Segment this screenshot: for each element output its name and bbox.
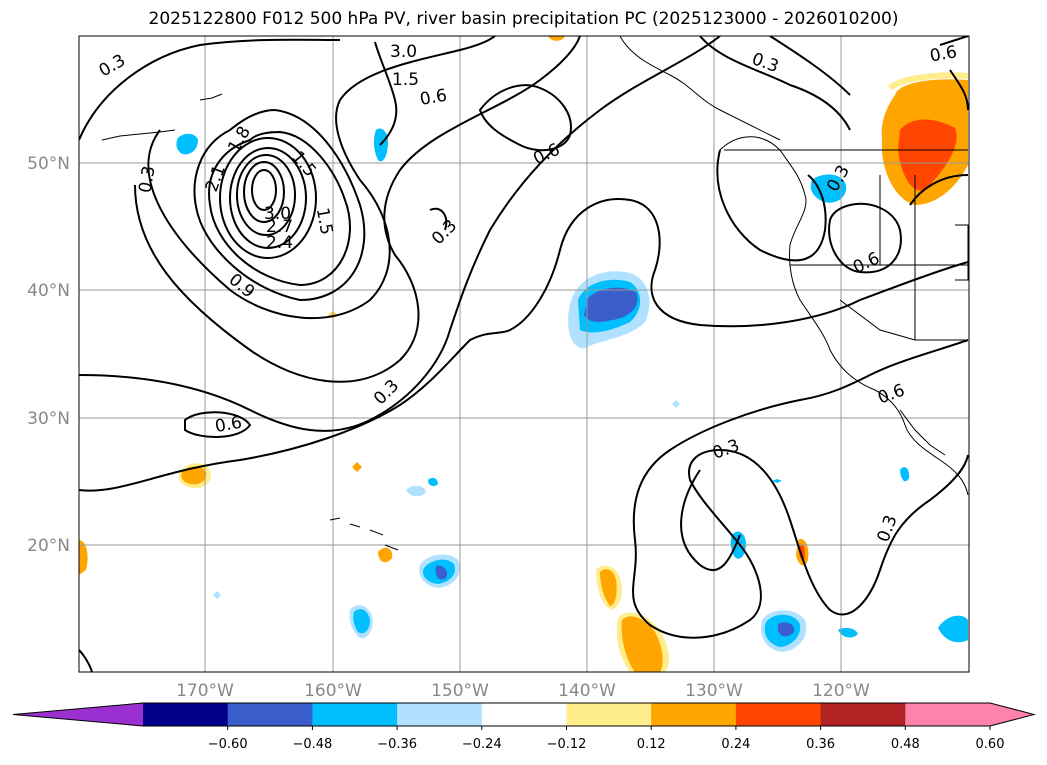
colorbar-tick-label: 0.60 [976, 737, 1005, 752]
contour-label: 0.6 [213, 413, 243, 437]
contour-label: 3.0 [264, 204, 291, 224]
lon-label: 140°W [558, 681, 616, 701]
lat-label: 30°N [27, 409, 70, 429]
contour-label: 3.0 [390, 42, 417, 62]
lon-label: 160°W [304, 681, 362, 701]
colorbar-bin [143, 703, 229, 726]
colorbar-tick-label: −0.60 [208, 737, 248, 752]
contour-label: 2.4 [266, 233, 293, 253]
colorbar-bin [397, 703, 483, 726]
map-title: 2025122800 F012 500 hPa PV, river basin … [148, 9, 899, 29]
colorbar: −0.60 −0.48 −0.36 −0.24 −0.12 0.12 0.24 0.36 0.4… [12, 702, 1036, 752]
colorbar-tick-label: −0.12 [547, 737, 587, 752]
colorbar-tick-label: 0.48 [891, 737, 920, 752]
colorbar-bin [905, 703, 991, 726]
lon-label: 150°W [431, 681, 489, 701]
colorbar-tick-label: 0.12 [637, 737, 666, 752]
colorbar-tick-label: −0.48 [292, 737, 332, 752]
longitude-labels: 170°W 160°W 150°W 140°W 130°W 120°W [176, 681, 870, 701]
contour-label: 0.3 [135, 164, 159, 194]
colorbar-extend-under [13, 703, 143, 726]
contour-label: 1.5 [312, 206, 336, 236]
colorbar-bin [481, 703, 567, 726]
contour-label: 1.5 [392, 70, 419, 90]
latitude-labels: 50°N 40°N 30°N 20°N [27, 154, 70, 556]
colorbar-tick-label: −0.36 [377, 737, 417, 752]
colorbar-bin [820, 703, 906, 726]
lon-label: 120°W [812, 681, 870, 701]
precip-patch-strong-positive [898, 119, 957, 191]
pv-contours [79, 36, 969, 672]
colorbar-bin [312, 703, 398, 726]
contour-label: 2.7 [266, 217, 293, 237]
graticule [79, 36, 969, 672]
lon-label: 130°W [685, 681, 743, 701]
lat-label: 40°N [27, 281, 70, 301]
lat-label: 50°N [27, 154, 70, 174]
colorbar-outline [12, 702, 1036, 727]
colorbar-bin [735, 703, 822, 726]
colorbar-tick-label: −0.24 [462, 737, 502, 752]
colorbar-bin [566, 703, 652, 726]
colorbar-bin [227, 703, 313, 726]
coastlines [101, 36, 969, 551]
colorbar-tick-label: 0.36 [806, 737, 835, 752]
contour-label: 0.6 [418, 86, 448, 110]
colorbar-bin [651, 703, 737, 726]
contour-label: 0.6 [928, 42, 958, 66]
lon-label: 170°W [176, 681, 234, 701]
colorbar-tick-label: 0.24 [721, 737, 750, 752]
map-frame [78, 35, 970, 673]
map-area [79, 36, 969, 672]
precip-patch-strong-negative [584, 287, 638, 323]
lat-label: 20°N [27, 536, 70, 556]
colorbar-extend-over [990, 703, 1034, 726]
